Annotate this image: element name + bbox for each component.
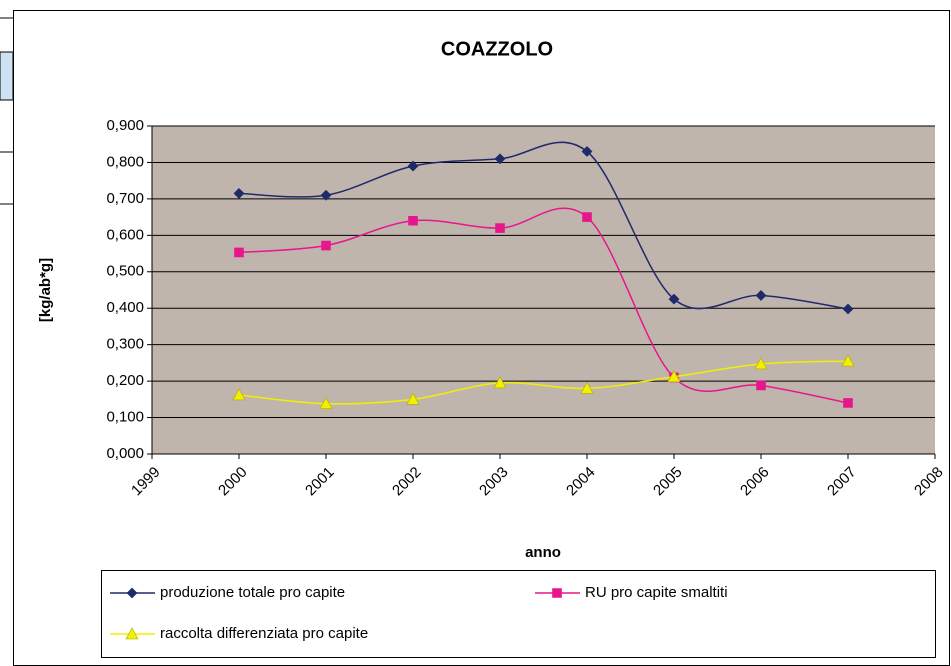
marker bbox=[755, 290, 767, 301]
series-line bbox=[238, 141, 849, 310]
legend bbox=[101, 570, 936, 658]
y-axis-label: [kg/ab*g] bbox=[37, 258, 54, 322]
y-tick-label: 0,500 bbox=[106, 263, 144, 280]
marker bbox=[841, 354, 855, 367]
y-tick-label: 0,600 bbox=[106, 226, 144, 243]
y-tick-label: 0,800 bbox=[106, 153, 144, 170]
marker bbox=[320, 189, 332, 201]
legend-marker bbox=[552, 588, 562, 598]
series-line bbox=[238, 207, 849, 404]
marker bbox=[319, 397, 333, 410]
sheet-cells bbox=[0, 17, 14, 205]
legend-marker bbox=[125, 627, 139, 640]
marker bbox=[581, 146, 593, 157]
marker bbox=[232, 388, 246, 401]
marker bbox=[843, 398, 853, 408]
marker bbox=[408, 215, 418, 226]
y-tick-label: 0,300 bbox=[106, 336, 144, 353]
marker bbox=[321, 240, 331, 251]
marker bbox=[667, 370, 681, 383]
y-tick-label: 0,700 bbox=[106, 190, 144, 207]
marker bbox=[756, 380, 766, 391]
series-line bbox=[238, 360, 849, 405]
marker bbox=[842, 303, 854, 315]
legend-label: produzione totale pro capite bbox=[160, 584, 345, 601]
marker bbox=[233, 187, 245, 199]
y-tick-label: 0,100 bbox=[106, 409, 144, 426]
legend-label: raccolta differenziata pro capite bbox=[160, 625, 368, 642]
marker bbox=[234, 247, 244, 258]
marker bbox=[406, 392, 420, 405]
y-tick-label: 0,000 bbox=[106, 445, 144, 462]
marker bbox=[495, 223, 505, 233]
y-tick-label: 0,900 bbox=[106, 117, 144, 134]
marker bbox=[493, 376, 507, 389]
chart-title: COAZZOLO bbox=[441, 38, 553, 60]
x-axis-label: anno bbox=[525, 544, 561, 561]
marker bbox=[494, 153, 506, 165]
legend-marker bbox=[126, 587, 138, 599]
legend-label: RU pro capite smaltiti bbox=[585, 584, 728, 601]
marker bbox=[668, 293, 680, 305]
marker bbox=[582, 212, 592, 222]
marker bbox=[407, 160, 419, 172]
marker bbox=[754, 357, 768, 370]
plot-area bbox=[152, 126, 935, 454]
y-tick-label: 0,200 bbox=[106, 372, 144, 389]
selected-cell bbox=[0, 51, 14, 101]
marker bbox=[580, 381, 594, 394]
y-tick-label: 0,400 bbox=[106, 299, 144, 316]
